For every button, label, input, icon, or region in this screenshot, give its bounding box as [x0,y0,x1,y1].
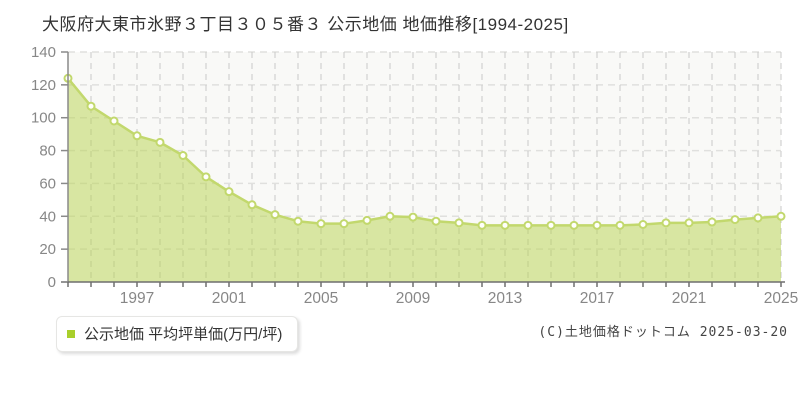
data-point-2009[interactable] [408,212,418,222]
y-tick-label: 0 [48,274,56,291]
x-tick-label: 2009 [396,290,430,307]
y-tick-label: 80 [39,143,56,160]
data-point-1996[interactable] [109,116,119,126]
legend: 公示地価 平均坪単価(万円/坪) [56,316,299,352]
x-axis-labels: 1997 2001 2005 2009 2013 2017 2021 2025 [67,282,798,307]
data-point-2023[interactable] [730,215,740,225]
data-point-2025[interactable] [776,211,786,221]
data-point-2010[interactable] [431,216,441,226]
y-tick-label: 120 [31,77,56,94]
y-tick-label: 60 [39,175,56,192]
area-fill [68,78,781,283]
legend-label: 公示地価 平均坪単価(万円/坪) [84,326,283,343]
x-tick-label: 2005 [304,290,338,307]
x-tick-label: 2025 [764,290,798,307]
x-tick-label: 2001 [212,290,246,307]
copyright-text: (C)土地価格ドットコム 2025-03-20 [538,325,788,340]
legend-swatch-icon [67,329,75,338]
y-tick-label: 140 [31,44,56,61]
data-points [63,73,786,230]
data-point-2014[interactable] [523,220,533,230]
data-point-2012[interactable] [477,220,487,230]
y-tick-label: 100 [31,110,56,127]
x-tick-label: 2017 [580,290,614,307]
data-point-2020[interactable] [661,218,671,228]
data-point-2001[interactable] [224,187,234,197]
data-point-2011[interactable] [454,218,464,228]
data-point-2000[interactable] [201,172,211,182]
x-tick-label: 1997 [120,290,154,307]
data-point-2005[interactable] [316,219,326,229]
data-point-2013[interactable] [500,220,510,230]
data-point-2017[interactable] [592,220,602,230]
data-point-2015[interactable] [546,220,556,230]
data-point-1999[interactable] [178,151,188,160]
y-tick-label: 20 [39,241,56,258]
x-tick-label: 2021 [672,290,706,307]
data-point-2016[interactable] [569,220,579,230]
y-axis-labels: 0 20 40 60 80 100 120 140 [31,44,68,291]
data-point-1995[interactable] [86,101,96,111]
data-point-2008[interactable] [385,211,395,221]
data-point-2004[interactable] [293,216,303,226]
data-point-1997[interactable] [132,131,142,141]
data-point-2018[interactable] [615,220,625,230]
x-tick-label: 2013 [488,290,522,307]
data-point-2024[interactable] [753,213,763,223]
data-point-2022[interactable] [707,217,717,227]
data-point-1998[interactable] [155,137,165,147]
page-title: 大阪府大東市氷野３丁目３０５番３ 公示地価 地価推移[1994-2025] [42,15,569,34]
data-point-2019[interactable] [638,220,648,229]
data-point-2007[interactable] [362,215,372,225]
data-point-2002[interactable] [247,200,257,210]
data-point-2003[interactable] [270,210,280,220]
data-point-2021[interactable] [684,218,694,228]
y-tick-label: 40 [39,208,56,225]
axes [61,52,785,283]
data-point-2006[interactable] [339,219,349,229]
